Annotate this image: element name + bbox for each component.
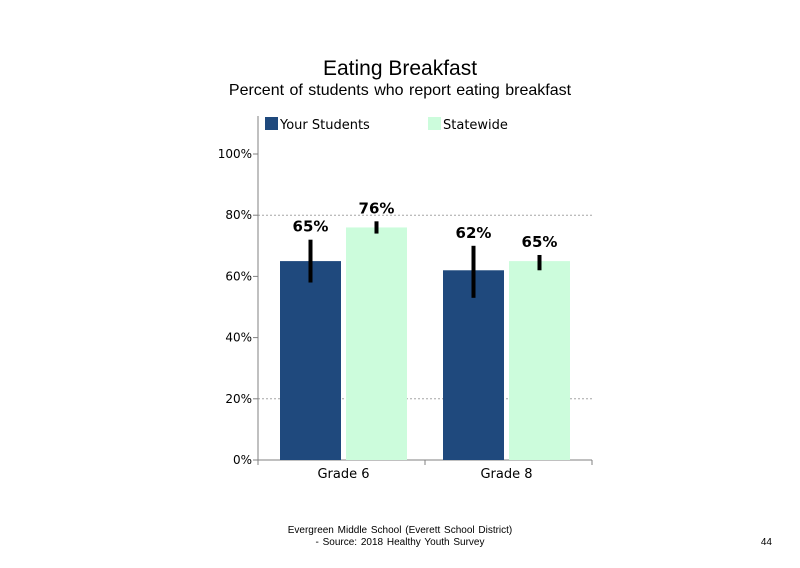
chart-title: Eating Breakfast — [322, 57, 478, 80]
y-tick-label: 100% — [218, 147, 252, 161]
y-tick-label: 60% — [225, 269, 252, 283]
y-tick-label: 0% — [233, 453, 252, 467]
legend-label: Your Students — [279, 118, 370, 133]
data-label: 76% — [359, 199, 395, 217]
bar-your-students — [443, 270, 504, 460]
chart-subtitle: Percent of students who report eating br… — [228, 82, 572, 99]
bar-statewide — [346, 227, 407, 460]
footer-source: - Source: 2018 Healthy Youth Survey — [315, 537, 485, 548]
page-number: 44 — [760, 537, 772, 548]
data-label: 62% — [456, 224, 492, 242]
y-tick-label: 80% — [225, 208, 252, 222]
bar-your-students — [280, 261, 341, 460]
y-tick-label: 40% — [225, 331, 252, 345]
legend-swatch — [265, 117, 278, 130]
category-label: Grade 6 — [317, 467, 369, 482]
data-label: 65% — [293, 218, 329, 236]
bar-statewide — [509, 261, 570, 460]
category-label: Grade 8 — [480, 467, 532, 482]
footer-school: Evergreen Middle School (Everett School … — [287, 525, 513, 536]
legend-label: Statewide — [443, 118, 508, 133]
legend-swatch — [428, 117, 441, 130]
y-tick-label: 20% — [225, 392, 252, 406]
data-label: 65% — [522, 233, 558, 251]
footer: Evergreen Middle School (Everett School … — [200, 525, 600, 549]
